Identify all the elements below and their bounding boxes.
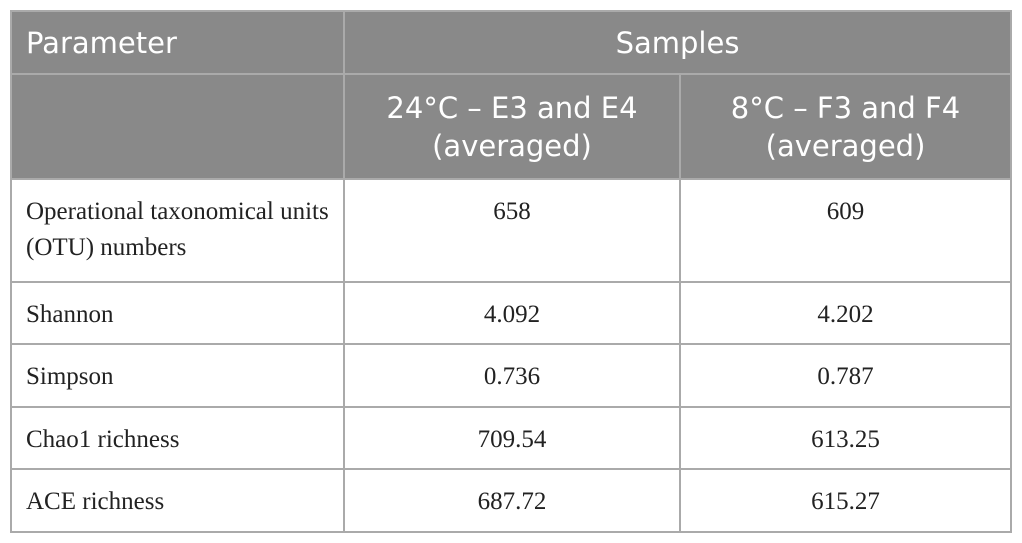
cell-value: 658 xyxy=(343,178,681,283)
table-row: ACE richness 687.72 615.27 xyxy=(10,468,1013,533)
cell-value: 615.27 xyxy=(678,468,1013,533)
cell-value: 0.736 xyxy=(343,343,681,408)
cell-value: 609 xyxy=(678,178,1013,283)
table-row: Chao1 richness 709.54 613.25 xyxy=(10,406,1013,470)
header-cell: Samples xyxy=(342,10,1013,75)
header-cell: Parameter xyxy=(10,10,345,75)
row-label: Chao1 richness xyxy=(10,406,345,470)
cell-value: 613.25 xyxy=(678,406,1013,470)
row-label: Simpson xyxy=(10,343,345,408)
cell-value: 687.72 xyxy=(343,468,681,533)
data-table: Parameter Samples 24°C – E3 and E4 (aver… xyxy=(10,10,1013,533)
subheader-row: 24°C – E3 and E4 (averaged) 8°C – F3 and… xyxy=(10,73,1013,180)
header-row: Parameter Samples xyxy=(10,10,1013,75)
cell-value: 0.787 xyxy=(678,343,1013,408)
cell-value: 4.092 xyxy=(343,281,681,345)
header-cell xyxy=(10,73,345,180)
row-label: ACE richness xyxy=(10,468,345,533)
header-cell: 8°C – F3 and F4 (averaged) xyxy=(678,73,1013,180)
table-row: Simpson 0.736 0.787 xyxy=(10,343,1013,408)
cell-value: 4.202 xyxy=(678,281,1013,345)
row-label: Operational taxonomical units (OTU) numb… xyxy=(10,178,345,283)
header-cell: 24°C – E3 and E4 (averaged) xyxy=(343,73,681,180)
cell-value: 709.54 xyxy=(343,406,681,470)
table-row: Operational taxonomical units (OTU) numb… xyxy=(10,178,1013,283)
row-label: Shannon xyxy=(10,281,345,345)
table-row: Shannon 4.092 4.202 xyxy=(10,281,1013,345)
